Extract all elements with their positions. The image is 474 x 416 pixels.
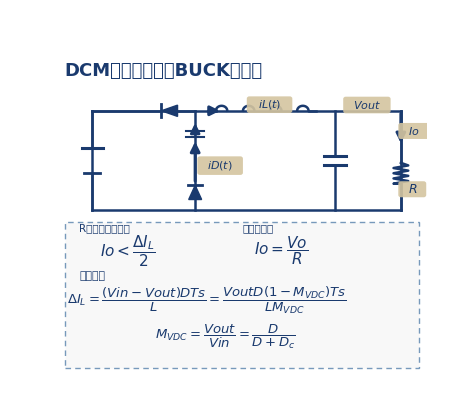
FancyBboxPatch shape <box>343 97 391 113</box>
Text: $Io$: $Io$ <box>408 125 420 137</box>
Text: $iD(t)$: $iD(t)$ <box>207 159 233 172</box>
Polygon shape <box>161 105 178 116</box>
Text: $Vout$: $Vout$ <box>353 99 381 111</box>
Text: $\Delta I_L = \dfrac{(Vin - Vout)DTs}{L} = \dfrac{VoutD(1 - M_{VDC})Ts}{LM_{VDC}: $\Delta I_L = \dfrac{(Vin - Vout)DTs}{L}… <box>66 285 346 316</box>
FancyBboxPatch shape <box>247 97 292 113</box>
Text: 电流纹波: 电流纹波 <box>80 271 105 281</box>
Text: 输出电流为: 输出电流为 <box>243 224 274 234</box>
FancyBboxPatch shape <box>65 222 419 368</box>
Text: R继续增大，直到: R继续增大，直到 <box>80 224 130 234</box>
Text: $M_{VDC} = \dfrac{Vout}{Vin} = \dfrac{D}{D + D_c}$: $M_{VDC} = \dfrac{Vout}{Vin} = \dfrac{D}… <box>155 322 296 351</box>
Polygon shape <box>189 186 201 200</box>
FancyBboxPatch shape <box>398 181 426 197</box>
Text: $Io = \dfrac{Vo}{R}$: $Io = \dfrac{Vo}{R}$ <box>254 235 308 267</box>
Text: $R$: $R$ <box>408 183 417 196</box>
Text: $Io < \dfrac{\Delta I_L}{2}$: $Io < \dfrac{\Delta I_L}{2}$ <box>100 233 155 269</box>
FancyBboxPatch shape <box>197 156 243 175</box>
Text: $iL(t)$: $iL(t)$ <box>258 98 281 111</box>
Text: DCM模式（非同步BUCK为例）: DCM模式（非同步BUCK为例） <box>65 62 263 80</box>
FancyBboxPatch shape <box>398 123 430 139</box>
